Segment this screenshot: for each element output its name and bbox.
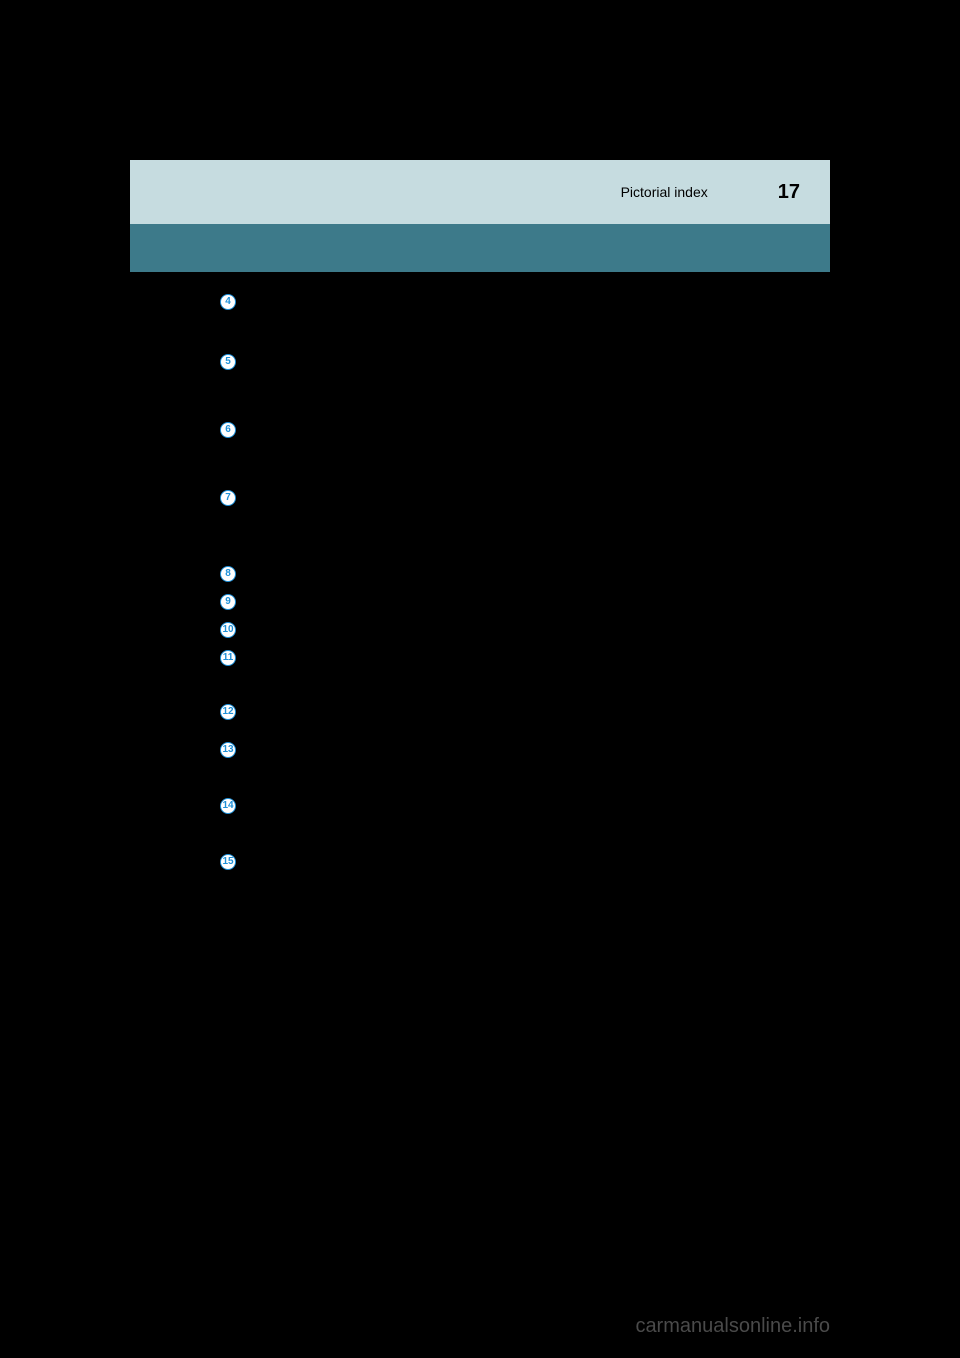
manual-page: Pictorial index 17 4 5 6 7 8 9 10 11 12 13 14 15 <box>130 160 830 870</box>
circle-number-icon: 8 <box>220 566 236 582</box>
header-bottom-bar <box>130 224 830 272</box>
index-row: 12 <box>220 702 830 720</box>
circle-number-icon: 6 <box>220 422 236 438</box>
circle-number-icon: 11 <box>220 650 236 666</box>
header-top-bar: Pictorial index 17 <box>130 160 830 224</box>
index-row: 11 <box>220 648 830 666</box>
index-row: 6 <box>220 420 830 438</box>
index-row: 15 <box>220 852 830 870</box>
index-row: 4 <box>220 292 830 310</box>
index-content: 4 5 6 7 8 9 10 11 12 13 14 15 <box>130 272 830 870</box>
index-row: 13 <box>220 740 830 758</box>
circle-number-icon: 7 <box>220 490 236 506</box>
index-row: 7 <box>220 488 830 506</box>
circle-number-icon: 12 <box>220 704 236 720</box>
circle-number-icon: 5 <box>220 354 236 370</box>
circle-number-icon: 4 <box>220 294 236 310</box>
page-number: 17 <box>778 181 800 204</box>
circle-number-icon: 9 <box>220 594 236 610</box>
index-row: 14 <box>220 796 830 814</box>
index-row: 5 <box>220 352 830 370</box>
circle-number-icon: 10 <box>220 622 236 638</box>
circle-number-icon: 15 <box>220 854 236 870</box>
index-row: 8 <box>220 564 830 582</box>
watermark-text: carmanualsonline.info <box>635 1315 830 1338</box>
section-label: Pictorial index <box>621 184 708 200</box>
index-row: 9 <box>220 592 830 610</box>
circle-number-icon: 14 <box>220 798 236 814</box>
circle-number-icon: 13 <box>220 742 236 758</box>
index-row: 10 <box>220 620 830 638</box>
